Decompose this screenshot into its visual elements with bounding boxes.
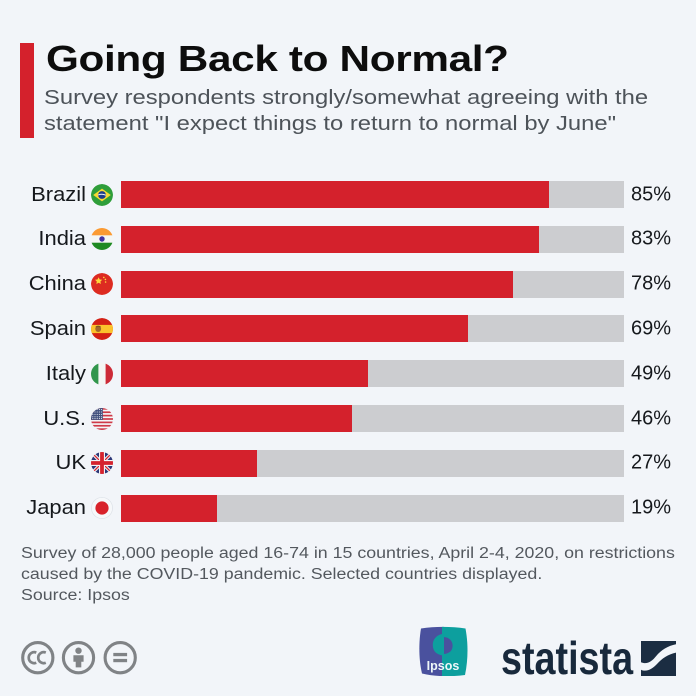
svg-text:Ipsos: Ipsos xyxy=(427,659,460,673)
